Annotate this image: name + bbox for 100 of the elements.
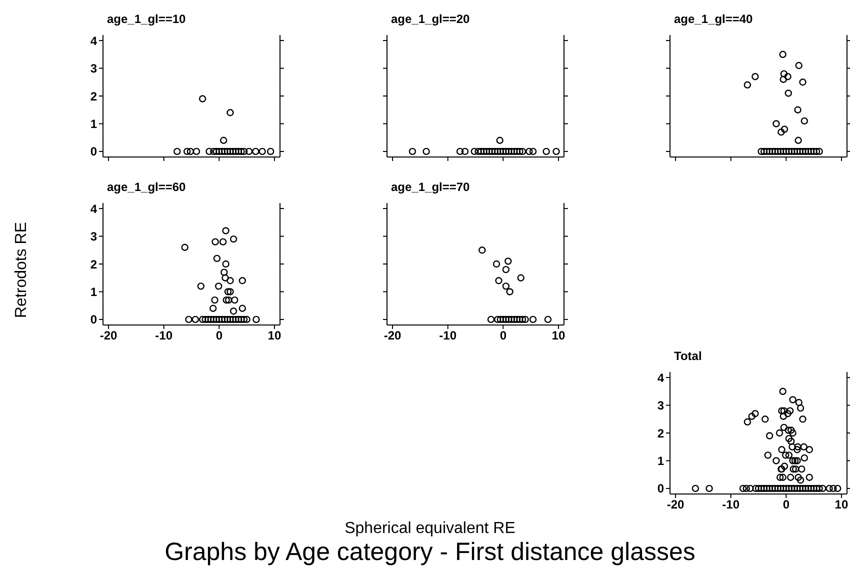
- point: [213, 254, 221, 262]
- chart-title: Total: [673, 348, 703, 365]
- x-tick-label: 10: [268, 328, 282, 343]
- point: [222, 227, 230, 234]
- point: [782, 148, 790, 156]
- point: [212, 238, 219, 246]
- x-tick-label: -10: [722, 498, 740, 512]
- point: [807, 148, 815, 156]
- point: [226, 288, 234, 296]
- point: [506, 288, 514, 296]
- point: [502, 282, 510, 290]
- point: [487, 316, 495, 324]
- point: [221, 316, 228, 324]
- point: [224, 296, 232, 304]
- point: [771, 148, 779, 156]
- point: [800, 117, 808, 125]
- y-tick-label: 0: [90, 144, 98, 159]
- point: [226, 277, 234, 284]
- point: [230, 308, 238, 315]
- y-tick-label: 4: [90, 34, 98, 48]
- point: [768, 148, 776, 156]
- x-tick-label: -10: [439, 328, 457, 343]
- point: [204, 316, 212, 324]
- point: [774, 148, 782, 156]
- point: [202, 316, 209, 324]
- x-tick-label: 0: [500, 328, 507, 343]
- point: [219, 238, 227, 246]
- point: [522, 316, 529, 324]
- point: [229, 316, 237, 324]
- point: [500, 316, 507, 324]
- y-tick-label: 2: [657, 426, 664, 440]
- point: [790, 148, 798, 156]
- point: [224, 288, 232, 296]
- point: [220, 136, 228, 144]
- point: [234, 316, 242, 324]
- point: [234, 148, 242, 156]
- point: [796, 148, 804, 156]
- y-tick-label: 4: [657, 370, 664, 385]
- point: [784, 72, 792, 80]
- point: [816, 148, 823, 156]
- point: [174, 148, 181, 156]
- point: [198, 95, 206, 102]
- point: [216, 316, 223, 324]
- point: [240, 316, 248, 324]
- point: [192, 148, 200, 156]
- chart-title: age_1_gl==10: [106, 11, 187, 28]
- point: [758, 148, 765, 156]
- y-tick-label: 4: [90, 202, 98, 216]
- point: [197, 282, 205, 290]
- point: [780, 126, 788, 133]
- point: [778, 128, 785, 136]
- point: [494, 316, 502, 324]
- point: [222, 296, 230, 304]
- point: [795, 62, 802, 70]
- y-axis-title: Retrodots RE: [13, 222, 31, 318]
- x-tick-label: 0: [782, 498, 790, 512]
- point: [210, 316, 218, 324]
- point: [496, 316, 504, 324]
- point: [220, 268, 228, 276]
- point: [529, 316, 537, 324]
- point: [252, 148, 260, 156]
- point: [245, 148, 253, 156]
- point: [211, 296, 218, 304]
- point: [252, 316, 260, 324]
- point: [266, 148, 274, 156]
- point: [505, 316, 512, 324]
- y-tick-label: 2: [90, 257, 98, 272]
- point: [222, 260, 230, 268]
- text: Graphs by Age category - First distance glasses: [164, 538, 696, 567]
- point: [230, 235, 238, 243]
- point: [212, 316, 220, 324]
- y-tick-label: 1: [657, 454, 664, 468]
- point: [478, 246, 486, 254]
- point: [222, 274, 229, 282]
- y-tick-label: 3: [90, 230, 98, 244]
- point: [181, 244, 188, 251]
- point: [508, 316, 516, 324]
- point: [794, 106, 802, 114]
- point: [780, 76, 787, 83]
- x-tick-label: -20: [666, 498, 685, 512]
- point: [192, 316, 199, 324]
- point: [185, 316, 192, 324]
- point: [763, 148, 770, 156]
- point: [218, 316, 226, 324]
- point: [183, 148, 191, 156]
- point: [802, 148, 810, 156]
- point: [243, 316, 250, 324]
- point: [779, 50, 786, 58]
- point: [794, 136, 802, 144]
- point: [224, 316, 232, 324]
- point: [224, 148, 232, 156]
- point: [218, 148, 226, 156]
- point: [544, 316, 552, 324]
- point: [810, 148, 818, 156]
- point: [799, 78, 806, 86]
- point: [518, 316, 526, 324]
- point: [210, 148, 218, 156]
- point: [221, 148, 228, 156]
- point: [206, 148, 213, 156]
- point: [238, 304, 246, 312]
